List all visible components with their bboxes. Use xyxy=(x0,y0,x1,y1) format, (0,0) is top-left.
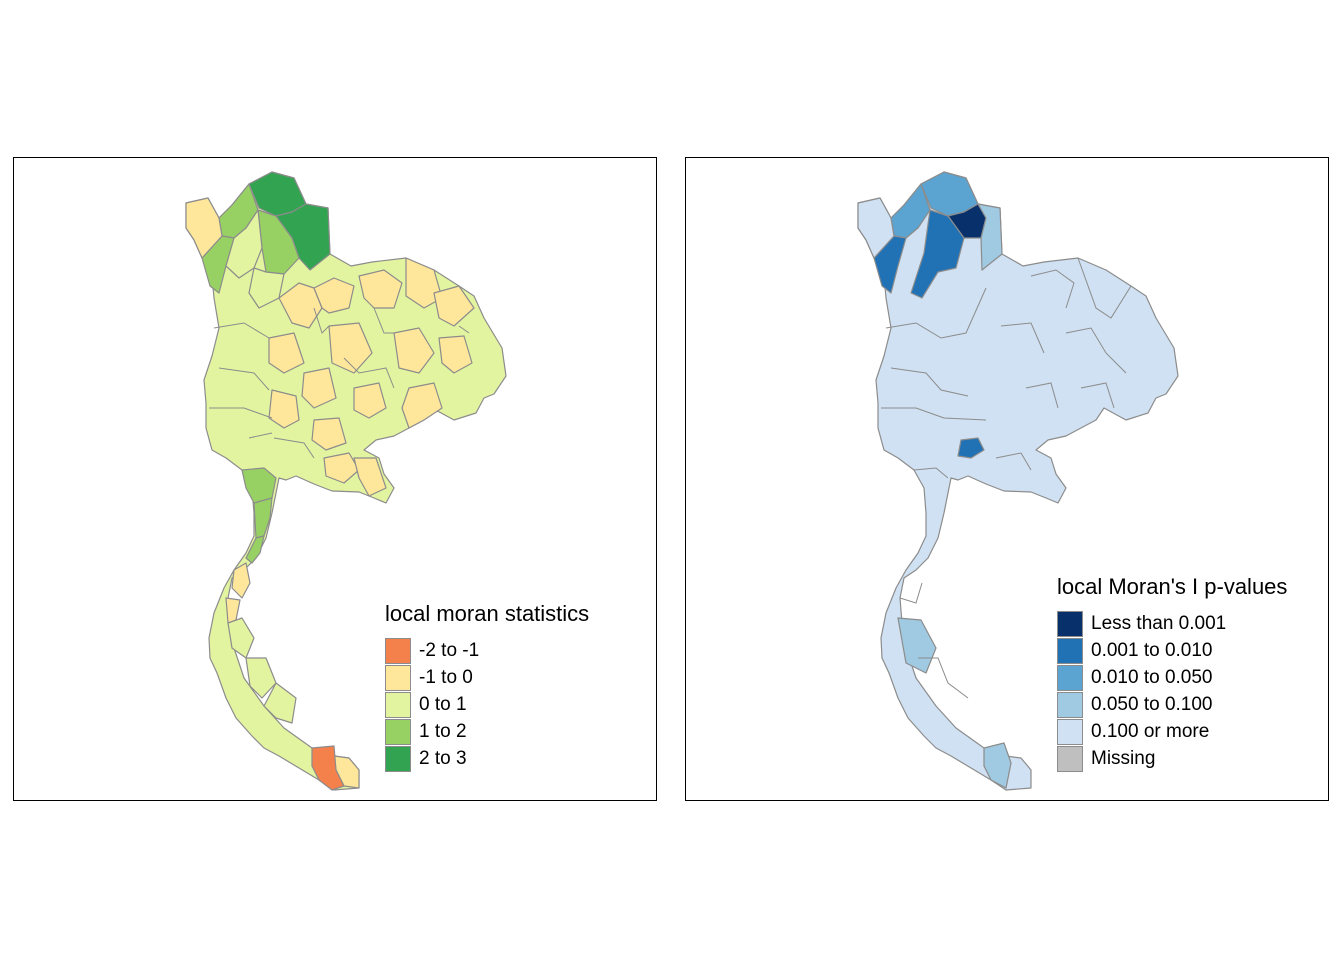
legend-label: -2 to -1 xyxy=(419,639,480,661)
legend-item: 0.100 or more xyxy=(1057,718,1287,745)
legend-local-morans-i-p-values: local Moran's I p-values Less than 0.001… xyxy=(1057,574,1287,772)
legend-label: 0.010 to 0.050 xyxy=(1091,666,1213,688)
province-s1 xyxy=(231,562,251,599)
local-moran-statistics-map: local moran statistics -2 to -1 -1 to 0 … xyxy=(13,157,657,801)
legend-swatch xyxy=(1057,637,1083,664)
legend-swatch xyxy=(385,718,411,745)
legend-item: 0.050 to 0.100 xyxy=(1057,691,1287,718)
legend-item: 0 to 1 xyxy=(385,691,589,718)
legend-swatch xyxy=(1057,664,1083,691)
province-c xyxy=(358,269,403,309)
legend-label: 2 to 3 xyxy=(419,747,467,769)
legend-swatch xyxy=(385,637,411,664)
legend-swatch xyxy=(1057,610,1083,637)
province-p xyxy=(353,457,387,497)
province-north-3 xyxy=(257,209,300,275)
province-h xyxy=(438,335,473,374)
legend-label: 0.001 to 0.010 xyxy=(1091,639,1213,661)
thailand-map-right xyxy=(857,171,1179,791)
legend-label: 0.100 or more xyxy=(1091,720,1210,742)
local-morans-i-p-values-map: local Moran's I p-values Less than 0.001… xyxy=(685,157,1329,801)
province-s5 xyxy=(263,682,297,724)
province-m xyxy=(268,389,300,429)
province-north-6 xyxy=(857,197,895,259)
province-north-6 xyxy=(185,197,223,259)
legend-title: local Moran's I p-values xyxy=(1057,574,1288,599)
legend-label: 0.050 to 0.100 xyxy=(1091,693,1213,715)
province-n xyxy=(311,417,347,451)
legend-swatch xyxy=(1057,745,1083,772)
legend-swatch xyxy=(1057,718,1083,745)
legend-swatch xyxy=(385,745,411,772)
legend-item: Less than 0.001 xyxy=(1057,610,1287,637)
legend-label: 0 to 1 xyxy=(419,693,467,715)
legend-item: -1 to 0 xyxy=(385,664,589,691)
legend-item: 2 to 3 xyxy=(385,745,589,772)
province-north-3 xyxy=(910,209,965,299)
province-w3 xyxy=(245,535,265,564)
province-g xyxy=(393,327,435,374)
legend-label: -1 to 0 xyxy=(419,666,473,688)
province-b xyxy=(313,277,355,314)
province-j xyxy=(301,367,337,409)
legend-swatch xyxy=(1057,691,1083,718)
province-l xyxy=(401,382,443,429)
province-d xyxy=(405,257,443,309)
legend-local-moran-statistics: local moran statistics -2 to -1 -1 to 0 … xyxy=(385,601,589,772)
thailand-map-left xyxy=(185,171,507,791)
legend-swatch xyxy=(385,691,411,718)
province-south-tip xyxy=(983,742,1012,789)
province-i xyxy=(268,332,305,374)
legend-swatch xyxy=(385,664,411,691)
legend-item: Missing xyxy=(1057,745,1287,772)
legend-label: Less than 0.001 xyxy=(1091,612,1227,634)
province-north-ne xyxy=(977,203,1003,271)
province-north-7 xyxy=(225,209,263,279)
legend-title: local moran statistics xyxy=(385,601,590,626)
province-o xyxy=(323,452,360,484)
province-e xyxy=(433,285,475,327)
country-outline xyxy=(857,171,1179,791)
province-k xyxy=(353,382,387,419)
legend-item: -2 to -1 xyxy=(385,637,589,664)
province-central-blue xyxy=(957,437,985,459)
province-f xyxy=(328,322,373,374)
province-s4 xyxy=(245,657,277,699)
legend-label: Missing xyxy=(1091,747,1156,769)
province-s3 xyxy=(227,617,255,659)
legend-item: 0.010 to 0.050 xyxy=(1057,664,1287,691)
province-w2 xyxy=(253,497,273,539)
province-s7 xyxy=(311,745,345,791)
legend-item: 1 to 2 xyxy=(385,718,589,745)
legend-label: 1 to 2 xyxy=(419,720,467,742)
legend-item: 0.001 to 0.010 xyxy=(1057,637,1287,664)
province-south-light xyxy=(897,617,937,674)
